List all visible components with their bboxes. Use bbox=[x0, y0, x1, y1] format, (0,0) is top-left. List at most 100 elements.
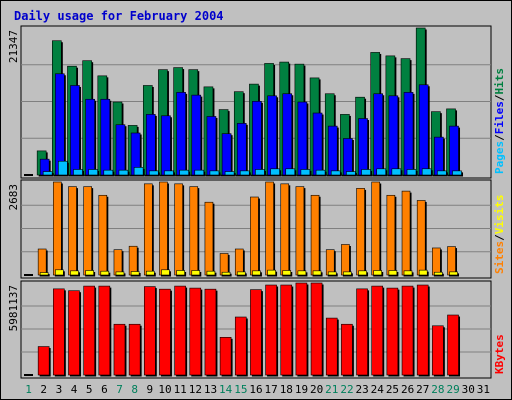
sites-bar-day-2 bbox=[39, 272, 49, 276]
visits-bar-day-25 bbox=[386, 194, 396, 276]
files-bar-day-28 bbox=[434, 136, 444, 176]
files-bar-day-19 bbox=[297, 101, 308, 176]
x-tick-label: 9 bbox=[147, 383, 154, 396]
visits-bar-day-8 bbox=[128, 245, 138, 276]
x-tick-label: 10 bbox=[158, 383, 171, 396]
sites-bar-day-4 bbox=[70, 270, 79, 276]
pages-bar-day-4 bbox=[73, 169, 83, 176]
files-bar-day-23 bbox=[358, 118, 368, 176]
x-tick-label: 22 bbox=[340, 383, 353, 396]
visits-bar-day-22 bbox=[341, 244, 350, 276]
sites-bar-day-9 bbox=[145, 270, 155, 276]
kbytes-bar-day-11 bbox=[174, 285, 186, 376]
pages-bar-day-10 bbox=[164, 170, 174, 176]
kbytes-bar-day-26 bbox=[401, 285, 414, 376]
sites-bar-day-6 bbox=[100, 270, 110, 276]
pages-bar-day-5 bbox=[88, 169, 98, 176]
files-bar-day-22 bbox=[343, 138, 353, 176]
sites-bar-day-15 bbox=[236, 271, 246, 276]
x-tick-label: 28 bbox=[431, 383, 444, 396]
pages-bar-day-19 bbox=[300, 169, 311, 176]
x-tick-label: 19 bbox=[295, 383, 308, 396]
kbytes-bar-day-19 bbox=[295, 282, 308, 376]
kbytes-bar-day-21 bbox=[325, 317, 338, 376]
visits-bar-day-4 bbox=[68, 186, 77, 276]
kbytes-bar-day-15 bbox=[234, 316, 247, 376]
sites-bar-day-28 bbox=[434, 271, 443, 276]
kbytes-bar-day-4 bbox=[68, 290, 80, 376]
panel-max-label: 2683 bbox=[7, 184, 20, 211]
x-tick-label: 24 bbox=[371, 383, 385, 396]
sites-bar-day-29 bbox=[449, 271, 458, 276]
legend-separator: / bbox=[493, 234, 506, 241]
pages-bar-day-21 bbox=[330, 170, 341, 176]
panel-kbytes: 5981137 KBytes bbox=[7, 280, 506, 379]
files-bar-day-14 bbox=[221, 133, 232, 176]
pages-bar-day-22 bbox=[346, 171, 356, 176]
sites-bar-day-25 bbox=[388, 270, 398, 276]
files-bar-day-9 bbox=[145, 114, 156, 176]
kbytes-bar-day-6 bbox=[98, 285, 111, 376]
x-tick-label: 26 bbox=[401, 383, 414, 396]
pages-bar-day-24 bbox=[376, 168, 387, 176]
pages-bar-day-8 bbox=[133, 167, 144, 176]
kbytes-bar-day-10 bbox=[159, 288, 171, 376]
visits-bar-day-19 bbox=[295, 186, 305, 276]
visits-bar-day-21 bbox=[325, 249, 335, 276]
kbytes-bar-day-9 bbox=[143, 286, 156, 376]
sites-bar-day-17 bbox=[267, 269, 276, 276]
legend-hits: Hits bbox=[493, 68, 506, 95]
x-tick-label: 17 bbox=[265, 383, 278, 396]
pages-bar-day-3 bbox=[58, 160, 68, 176]
visits-bar-day-10 bbox=[159, 181, 168, 276]
x-tick-label: 23 bbox=[356, 383, 369, 396]
visits-bar-day-15 bbox=[234, 248, 244, 276]
files-bar-day-10 bbox=[161, 115, 171, 176]
pages-bar-day-18 bbox=[285, 168, 296, 176]
sites-bar-day-20 bbox=[312, 270, 322, 276]
x-tick-label: 20 bbox=[310, 383, 323, 396]
x-tick-label: 29 bbox=[446, 383, 459, 396]
panel-legend: Sites/Visits bbox=[493, 195, 506, 275]
kbytes-bar-day-13 bbox=[204, 288, 217, 376]
files-bar-day-11 bbox=[176, 92, 186, 176]
panel-max-label: 5981137 bbox=[7, 285, 20, 331]
files-bar-day-21 bbox=[327, 125, 338, 176]
sites-bar-day-14 bbox=[221, 271, 231, 276]
sites-bar-day-27 bbox=[418, 269, 428, 276]
files-bar-day-18 bbox=[282, 93, 293, 176]
legend-files: Files bbox=[493, 101, 506, 134]
kbytes-bar-day-25 bbox=[386, 287, 399, 376]
legend-pages: Pages bbox=[493, 141, 506, 174]
x-tick-label: 30 bbox=[462, 383, 475, 396]
sites-bar-day-5 bbox=[85, 270, 94, 276]
pages-bar-day-11 bbox=[179, 169, 189, 176]
pages-bar-day-28 bbox=[437, 170, 447, 176]
legend-visits: Visits bbox=[493, 195, 506, 235]
x-tick-label: 5 bbox=[86, 383, 93, 396]
sites-bar-day-18 bbox=[282, 270, 292, 276]
visits-bar-day-17 bbox=[265, 181, 274, 276]
legend-separator: / bbox=[493, 134, 506, 141]
x-tick-label: 31 bbox=[477, 383, 490, 396]
kbytes-bar-day-5 bbox=[83, 285, 95, 376]
pages-bar-day-7 bbox=[118, 169, 129, 176]
x-tick-label: 4 bbox=[71, 383, 78, 396]
pages-bar-day-20 bbox=[315, 169, 326, 176]
pages-bar-day-25 bbox=[391, 168, 402, 176]
visits-bar-day-18 bbox=[280, 183, 290, 276]
sites-bar-day-24 bbox=[373, 270, 383, 276]
x-tick-label: 11 bbox=[174, 383, 187, 396]
files-bar-day-15 bbox=[236, 123, 247, 176]
kbytes-bar-day-18 bbox=[280, 284, 293, 376]
pages-bar-day-23 bbox=[361, 169, 371, 176]
sites-bar-day-21 bbox=[327, 271, 337, 276]
kbytes-bar-day-20 bbox=[310, 282, 323, 376]
kbytes-bar-day-8 bbox=[128, 323, 141, 376]
files-bar-day-7 bbox=[115, 124, 126, 176]
files-bar-day-25 bbox=[388, 95, 399, 176]
sites-bar-day-26 bbox=[403, 270, 413, 276]
x-tick-label: 8 bbox=[131, 383, 138, 396]
